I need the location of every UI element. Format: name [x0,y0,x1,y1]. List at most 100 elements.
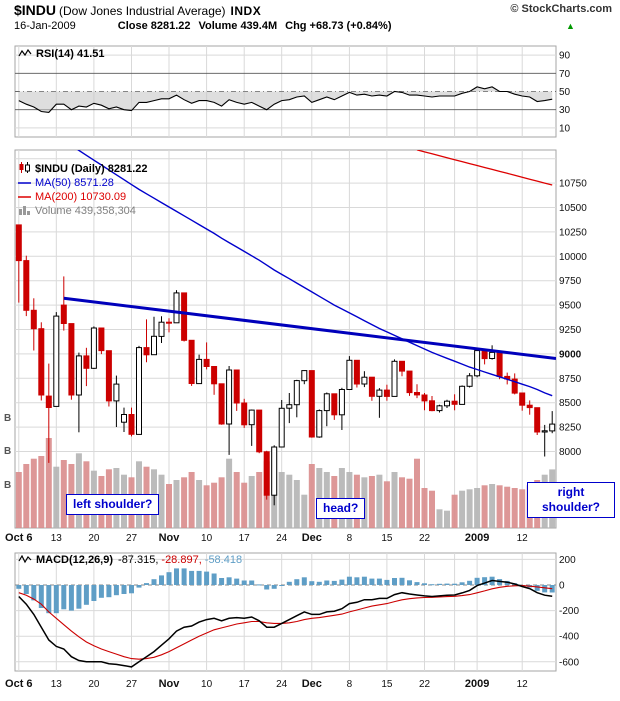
symbol-name: (Dow Jones Industrial Average) [59,4,226,18]
quote-date: 16-Jan-2009 [14,20,76,32]
candle-body [316,410,323,438]
rsi-line [18,86,553,113]
candle-body [158,321,165,337]
macd-histogram-bar [129,585,134,594]
ma50-line [77,150,553,397]
macd-axis-label: -400 [559,632,579,643]
candle-body [526,404,533,409]
date-axis-label: Dec [302,678,322,690]
candle-body [451,400,458,405]
candle-body [541,430,548,433]
date-axis-label: 2009 [465,532,489,544]
candle-body [226,369,233,425]
macd-histogram-bar [113,585,119,596]
volume-bar [429,490,435,528]
candle-body [549,423,556,432]
macd-histogram-bar [256,584,262,586]
rsi-legend: RSI(14) 41.51 [18,48,104,60]
macd-line [18,579,553,668]
macd-legend-label: MACD(12,26,9) [36,554,114,566]
candle-body [429,400,435,412]
volume-bar [383,481,390,528]
date-axis-label: Oct 6 [5,532,33,544]
candle-body [481,350,488,360]
rsi-axis-label: 30 [559,105,571,116]
candle-body [218,383,225,425]
price-axis-label: 9500 [559,301,582,312]
volume-bar [241,482,248,528]
volume-bar [233,472,240,528]
date-axis-label: 27 [126,533,138,544]
candle-body [83,355,90,369]
macd-histogram-bar [279,585,285,586]
date-axis-label: 2009 [465,678,489,690]
macd-histogram-bar [286,581,292,585]
rsi-legend-text: RSI(14) 41.51 [36,48,105,60]
volume-bar [30,458,37,528]
rsi-axis-label: 90 [559,51,571,62]
candle-body [511,378,518,394]
candle-body [346,359,353,390]
macd-axis-label: 0 [559,581,565,592]
candle-body [128,414,135,435]
candle-body [496,351,503,377]
volume-bar [75,453,82,528]
macd-histogram-bar [83,585,89,605]
macd-histogram-bar [204,571,210,585]
macd-histogram-bar [38,585,44,608]
macd-histogram-bar [474,577,480,585]
volume-bar [256,472,263,528]
date-axis-label: 17 [239,533,251,544]
macd-histogram-bar [399,577,405,585]
annotation-head: head? [316,498,366,519]
volume-bar [196,480,203,528]
panel-border [14,552,557,672]
candle-body [166,321,172,324]
volume-bar [248,476,255,528]
candle-body [60,304,67,325]
candle-body [143,347,150,356]
candle-body [474,350,481,377]
macd-legend: MACD(12,26,9) -87.315, -28.897, -58.418 [18,554,245,566]
macd-histogram-bar [459,582,465,585]
volume-legend-text: Volume 439,358,304 [35,205,136,217]
volume-bar [211,482,218,528]
horizontal-gridlines [15,54,556,663]
panel-border [14,149,557,529]
volume-bar [466,489,473,528]
change-label: Chg [285,20,307,32]
price-axis-label: 8750 [559,374,582,385]
macd-histogram-bar [392,578,397,585]
copyright-text: © StockCharts.com [510,3,612,15]
macd-histogram-bar [151,579,157,585]
rsi-axis-label: 50 [559,87,571,98]
candlestick-icon [19,162,30,173]
macd-histogram-bar [354,577,360,585]
macd-histogram-bar [422,583,427,585]
date-axis-label: 15 [381,533,393,544]
price-axis-label: 10250 [559,227,587,238]
ma50-legend-text: MA(50) 8571.28 [35,177,114,189]
volume-bar [15,472,22,528]
volume-bar [511,488,518,528]
volume-bar [421,488,428,528]
symbol-ticker: $INDU [14,2,57,18]
change-value: +68.73 (+0.84%) [309,20,392,32]
ma200-legend-text: MA(200) 10730.09 [35,191,127,203]
candle-body [301,370,308,382]
volume-bar [444,510,450,528]
macd-histogram-bar [534,585,540,591]
candle-body [75,355,82,396]
volume-bar [376,474,383,528]
macd-histogram-bar [31,585,37,601]
candle-body [248,409,255,426]
rsi-axis-label: 70 [559,69,571,80]
candle-body [278,407,285,448]
ma200-line [416,150,553,186]
volume-bar [226,458,233,528]
main-legend-symbol-row: $INDU (Daily) 8281.22 [18,162,148,176]
macd-histogram-bar [46,585,52,614]
macd-histogram-bar [414,582,420,585]
volume-bar [203,485,210,528]
candle-body [181,292,188,341]
